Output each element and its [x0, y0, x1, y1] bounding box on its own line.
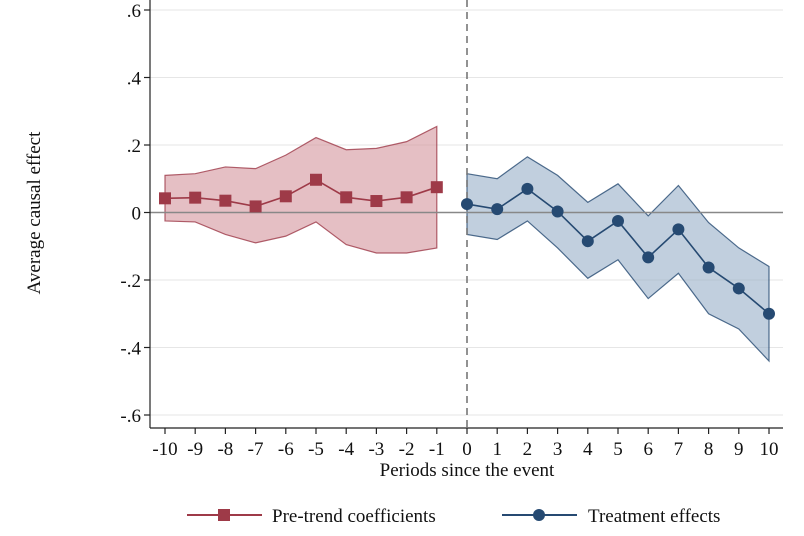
y-tick-label: .6 [127, 1, 141, 22]
pre-trend-line [164, 178, 438, 208]
pre-trend-point [310, 173, 322, 186]
x-tick-label: -10 [152, 439, 177, 460]
pre-trend-ci-band [164, 125, 438, 254]
treatment-point [732, 282, 745, 295]
treatment-point [702, 261, 715, 274]
treatment-point [642, 251, 655, 264]
x-tick-label: -1 [429, 439, 445, 460]
treatment-point [551, 205, 564, 218]
x-tick-label: -5 [308, 439, 324, 460]
pre-trend-point [189, 191, 202, 204]
treatment-point [672, 223, 685, 236]
x-axis-title: Periods since the event [380, 460, 555, 481]
x-tick-label: -9 [187, 439, 203, 460]
treatment-point [612, 214, 624, 227]
pre-trend-point [340, 191, 353, 204]
treatment-point [461, 198, 473, 211]
legend-item-pre-trend: Pre-trend coefficients [187, 506, 436, 527]
treatment-ci-band [466, 156, 770, 363]
x-tick-label: -6 [278, 439, 294, 460]
y-axis-title: Average causal effect [24, 131, 45, 295]
reference-lines [150, 0, 783, 428]
y-tick-label: .2 [127, 136, 141, 157]
axes: Periods since the event Average causal e… [24, 0, 783, 481]
x-tick-label: 5 [613, 439, 623, 460]
legend-label-pre-trend: Pre-trend coefficients [272, 506, 436, 527]
x-tick-label: -3 [368, 439, 384, 460]
x-tick-label: 3 [553, 439, 563, 460]
pre-trend-point [219, 194, 232, 207]
legend-circle-marker [533, 509, 545, 521]
y-tick-label: .4 [127, 69, 142, 90]
x-tick-label: 4 [583, 439, 593, 460]
series-markers [159, 173, 775, 320]
x-tick-label: -7 [248, 439, 264, 460]
y-tick-label: -.2 [120, 271, 141, 292]
treatment-point [491, 203, 504, 216]
treatment-point [581, 235, 594, 248]
x-tick-label: -4 [338, 439, 354, 460]
pre-trend-point [159, 192, 171, 205]
legend-label-treatment: Treatment effects [588, 506, 720, 527]
pre-trend-point [430, 181, 443, 194]
x-tick-label: -2 [399, 439, 415, 460]
x-tick-label: -8 [217, 439, 233, 460]
x-tick-label: 2 [523, 439, 533, 460]
x-tick-label: 9 [734, 439, 744, 460]
treatment-point [521, 182, 534, 195]
legend-square-marker [218, 509, 230, 521]
x-tick-label: 6 [643, 439, 653, 460]
x-tick-label: 7 [674, 439, 684, 460]
treatment-point [763, 307, 775, 320]
pre-trend-point [400, 191, 413, 204]
y-tick-label: 0 [132, 204, 142, 225]
pre-trend-point [279, 190, 292, 203]
x-tick-label: 8 [704, 439, 714, 460]
y-tick-label: -.6 [120, 406, 141, 427]
confidence-bands [164, 125, 770, 363]
y-tick-label: -.4 [120, 339, 141, 360]
pre-trend-point [370, 195, 383, 208]
x-tick-label: 10 [760, 439, 779, 460]
x-tick-label: 1 [492, 439, 502, 460]
x-tick-label: 0 [462, 439, 472, 460]
legend: Pre-trend coefficients Treatment effects [187, 506, 720, 527]
pre-trend-point [249, 200, 262, 213]
legend-item-treatment: Treatment effects [502, 506, 720, 527]
